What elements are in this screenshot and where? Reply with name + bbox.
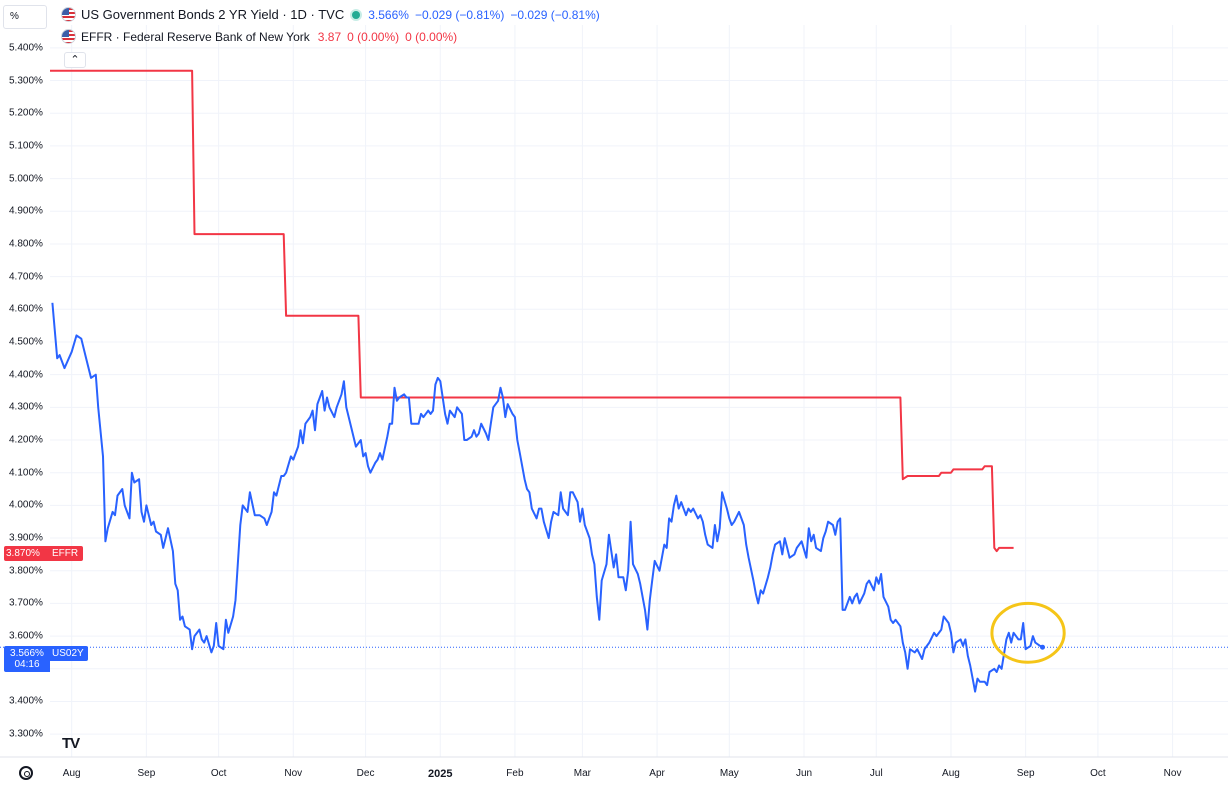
y-tick-label: 3.700% [9, 597, 43, 609]
legend-change-effr: 0 (0.00%) [347, 29, 400, 44]
x-tick-label: Sep [1016, 768, 1035, 779]
y-tick-label: 5.400% [9, 42, 43, 54]
x-tick-label: Nov [284, 768, 303, 779]
y-tick-label: 3.400% [9, 695, 43, 707]
us02y-price-tag: 3.566% 04:16 [4, 646, 50, 672]
chevron-up-icon: ⌃ [70, 54, 80, 66]
scale-mode-button[interactable]: % [3, 5, 47, 29]
legend-change-us02y: −0.029 (−0.81%) [414, 7, 505, 22]
legend-title-effr: EFFR · Federal Reserve Bank of New York [81, 29, 310, 44]
x-tick-label: Dec [356, 768, 375, 779]
us02y-countdown: 04:16 [14, 659, 40, 670]
y-tick-label: 5.100% [9, 140, 43, 152]
y-tick-label: 5.300% [9, 75, 43, 87]
y-tick-label: 4.400% [9, 369, 43, 381]
x-tick-label: Jul [869, 768, 883, 779]
effr-name-tag: EFFR [50, 546, 83, 561]
y-tick-label: 4.900% [9, 205, 43, 217]
us-flag-icon [61, 29, 76, 44]
legend-change2-effr: 0 (0.00%) [405, 29, 458, 44]
y-tick-label: 4.100% [9, 467, 43, 479]
y-tick-label: 4.300% [9, 401, 43, 413]
x-tick-label: 2025 [428, 768, 453, 780]
scale-mode-label: % [10, 11, 19, 22]
us02y-price-value: 3.566% [10, 648, 44, 659]
last-price-dot [1040, 644, 1046, 650]
x-tick-label: Mar [573, 768, 591, 779]
us02y-name-tag: US02Y [50, 646, 88, 661]
grid [50, 25, 1228, 757]
x-tick-label: May [719, 768, 739, 779]
legend-us02y[interactable]: US Government Bonds 2 YR Yield · 1D · TV… [61, 7, 606, 22]
legend-value-effr: 3.87 [317, 29, 342, 44]
legend-collapse-button[interactable]: ⌃ [64, 52, 86, 68]
y-tick-label: 5.200% [9, 107, 43, 119]
y-tick-label: 3.600% [9, 630, 43, 642]
highlight-circle [990, 601, 1066, 664]
legend-effr[interactable]: EFFR · Federal Reserve Bank of New York … [61, 29, 463, 44]
y-tick-label: 5.000% [9, 173, 43, 185]
y-tick-label: 3.300% [9, 728, 43, 740]
x-tick-label: Oct [210, 768, 227, 779]
y-tick-label: 4.000% [9, 499, 43, 511]
y-tick-label: 4.600% [9, 303, 43, 315]
y-tick-label: 4.800% [9, 238, 43, 250]
gear-icon[interactable] [19, 766, 33, 780]
x-tick-label: Aug [62, 768, 81, 779]
tradingview-logo[interactable]: TV [62, 735, 80, 752]
y-tick-label: 3.900% [9, 532, 43, 544]
legend-change2-us02y: −0.029 (−0.81%) [510, 7, 600, 22]
market-open-dot-icon [352, 10, 361, 19]
effr-price-tag: 3.870% [4, 546, 50, 561]
x-tick-label: Sep [137, 768, 156, 779]
x-tick-label: Aug [942, 768, 960, 779]
x-tick-label: Apr [649, 768, 665, 779]
y-tick-label: 4.500% [9, 336, 43, 348]
legend-title-us02y: US Government Bonds 2 YR Yield · 1D · TV… [81, 7, 345, 22]
series-layer [50, 69, 1046, 693]
series-line-effr[interactable] [50, 69, 1014, 553]
x-tick-label: Jun [795, 768, 813, 779]
y-tick-label: 4.700% [9, 271, 43, 283]
us-flag-icon [61, 7, 76, 22]
x-tick-label: Feb [506, 768, 524, 779]
x-tick-label: Oct [1090, 768, 1106, 779]
x-tick-label: Nov [1163, 768, 1182, 779]
legend-value-us02y: 3.566% [368, 7, 409, 22]
series-line-us02y[interactable] [51, 302, 1043, 693]
y-tick-label: 4.200% [9, 434, 43, 446]
y-tick-label: 3.800% [9, 565, 43, 577]
